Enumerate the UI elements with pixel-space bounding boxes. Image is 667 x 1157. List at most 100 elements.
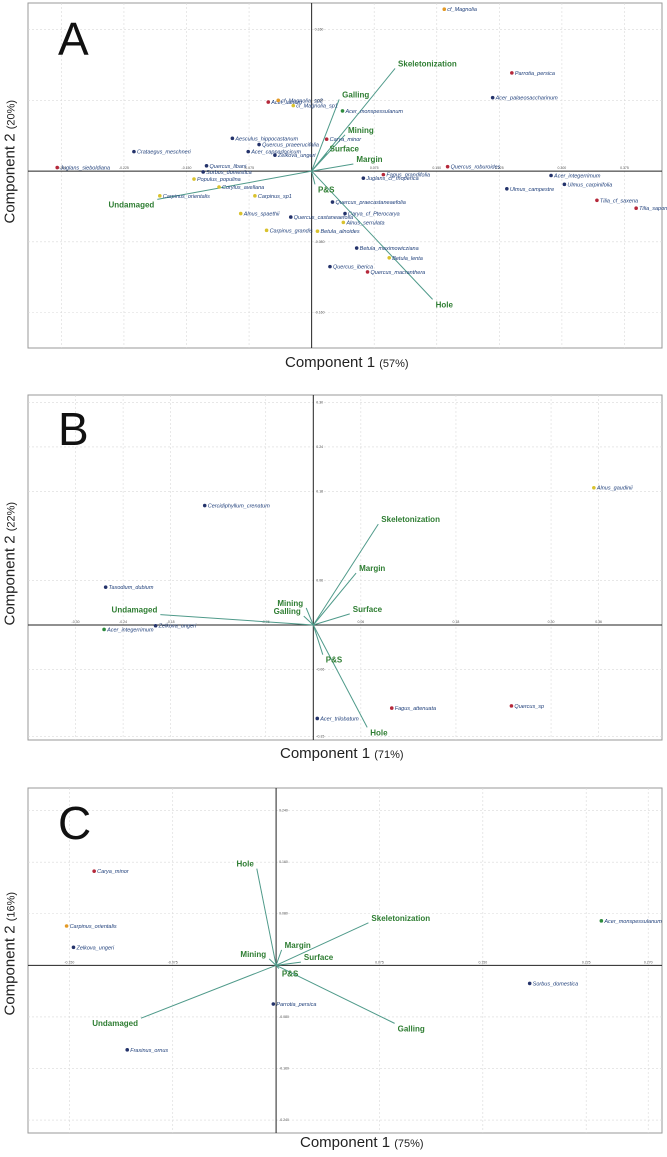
vector-surface [311,153,328,172]
point-label: Quercus_praeerucifolia [262,143,319,149]
x-tick-label: -0.300 [56,166,66,170]
data-point [490,95,495,100]
x-axis-label: Component 1 [285,354,376,371]
point-label: Sorbus_domestica [533,981,579,987]
data-point [238,211,243,216]
vector-p-s [312,624,324,655]
data-point [125,1048,130,1052]
x-tick-label: 0.150 [432,166,441,170]
y-tick-label: -0.160 [279,1067,289,1071]
point-label: Quercus_praecastaneaefolia [335,200,405,206]
x-axis-label: Component 1 [300,1134,391,1151]
point-label: Acer_integerrimum [106,627,154,633]
point-label: Ulmus_carpinifolia [567,182,612,188]
vector-label-undamaged: Undamaged [112,606,158,615]
data-point [634,206,638,211]
point-label: Acer_cappadocicum [250,150,301,156]
point-label: Zelkova_ungeri [158,624,197,630]
data-point [288,215,293,219]
y-tick-label: 0.06 [316,578,323,582]
x-axis-variance: (57%) [379,358,409,370]
point-label: cf_Magnolia_sp1 [296,104,338,110]
y-tick-label: 0.160 [279,860,288,864]
point-label: Carya_cf_Pterocarya [348,212,400,218]
x-tick-label: -0.30 [72,620,80,624]
plot-frame [27,787,663,1134]
vector-mining [268,958,277,966]
vector-label-skeletonization: Skeletonization [371,914,430,923]
vector-label-surface: Surface [304,953,334,962]
vector-skeletonization [275,922,369,966]
vector-label-galling: Galling [342,90,369,99]
panel-c: -0.150 -0.075 0.075 0.150 0.225 0.270 0.240 0.1… [0,770,667,1157]
point-label: Cercidiphyllum_crenatum [208,504,270,510]
point-label: Zelkova_ungeri [75,945,114,951]
point-label: Zelkova_ungeri [277,153,316,159]
vector-label-undamaged: Undamaged [92,1019,138,1028]
vector-label-skeletonization: Skeletonization [381,515,440,524]
point-label: Acer_palaeosaccharinum [495,96,558,102]
y-axis-title-b: Component 2 (22%) [2,502,19,626]
point-label: Parrotia_persica [515,71,555,77]
vector-label-mining: Mining [277,599,303,608]
point-label: Carpinus_orientalis [70,924,117,930]
point-label: Alnus_gaudinii [596,486,634,492]
y-tick-label: -0.06 [316,668,324,672]
point-label: Quercus_sp [514,704,544,710]
vector-skeletonization [312,523,379,626]
point-label: Carpinus_sp1 [258,194,292,200]
vector-label-surface: Surface [353,605,383,614]
y-tick-label: -0.160 [315,311,325,315]
point-label: Quercus_castaneaefolia [294,215,353,221]
y-axis-title-c: Component 2 (16%) [2,892,19,1016]
data-point [102,627,106,632]
data-point [341,220,346,225]
data-point [201,170,205,174]
data-point [387,255,392,260]
pca-biplot-a: -0.300 -0.225 -0.150 -0.075 0.075 0.150 0.225 0… [27,2,667,349]
point-label: Juglans_sieboldiana [59,166,110,172]
point-label: Alnus_serrulata [345,220,384,226]
x-tick-label: 0.36 [595,620,602,624]
x-tick-label: 0.06 [357,620,364,624]
y-tick-label: 0.080 [279,912,288,916]
data-point [204,163,209,168]
vector-label-undamaged: Undamaged [109,200,155,209]
vector-label-surface: Surface [330,144,360,153]
vector-margin [312,572,357,626]
x-tick-label: 0.225 [495,166,504,170]
point-label: Parrotia_persica [276,1002,316,1008]
panel-a: -0.300 -0.225 -0.150 -0.075 0.075 0.150 0.225 0… [0,0,667,380]
x-tick-label: 0.375 [620,166,629,170]
point-label: Sorbus_domestica [206,170,252,176]
data-point [562,182,567,187]
x-axis-variance: (75%) [394,1138,424,1150]
data-point [246,149,251,154]
x-tick-label: 0.150 [478,960,487,964]
data-point [192,177,196,181]
data-point [330,200,335,204]
vector-label-hole: Hole [436,300,454,309]
point-label: Carya_minor [97,869,130,875]
point-label: Corylus_avellana [222,185,264,191]
point-label: Betula_maximowicziana [360,246,419,252]
plot-frame [27,394,663,741]
point-label: Fagus_grandifolia [386,173,430,179]
y-tick-label: 0.24 [316,445,323,449]
vector-undamaged [157,170,312,200]
x-tick-label: 0.18 [453,620,460,624]
data-point [340,109,345,113]
data-point [510,71,514,75]
point-label: Quercus_roburoides [451,165,501,171]
vector-galling [275,964,395,1024]
point-label: Juglans_cf_rhoperica [365,176,418,182]
vector-surface [276,961,301,966]
point-label: Tilia_saponifolia [639,206,667,212]
vector-label-mining: Mining [348,126,374,135]
data-point [509,704,514,708]
y-tick-label: 0.240 [279,809,288,813]
vector-undamaged [160,614,314,626]
x-axis-title-b: Component 1 (71%) [280,745,404,762]
point-label: Acer_trilobatum [319,716,359,722]
x-tick-label: 0.270 [644,960,653,964]
